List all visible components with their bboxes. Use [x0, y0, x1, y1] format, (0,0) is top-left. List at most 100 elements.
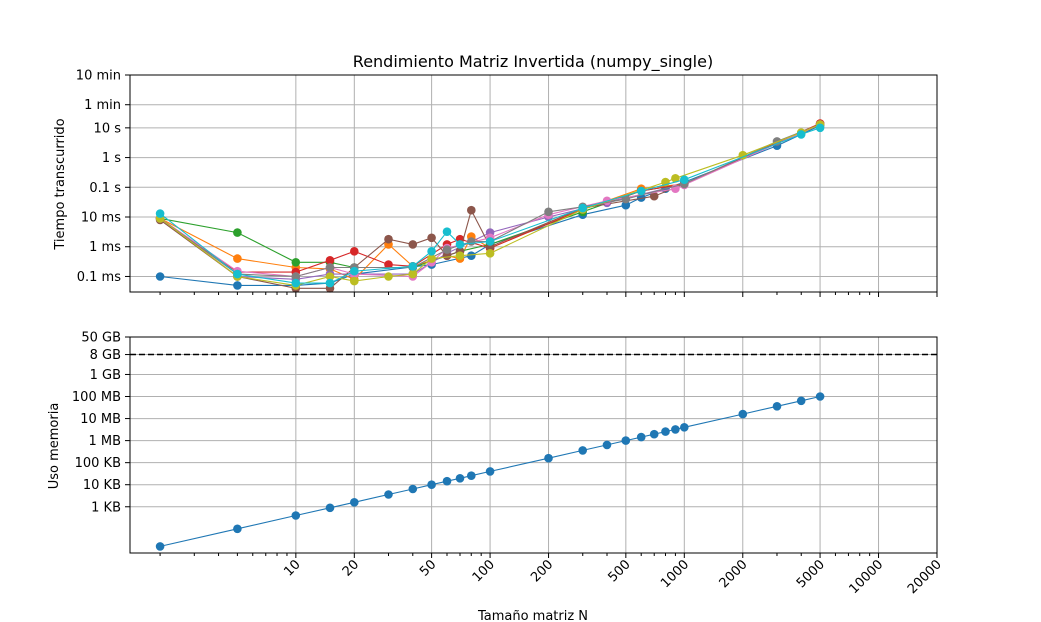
x-tick-label: 500 [606, 557, 634, 585]
y-tick-label: 10 KB [83, 478, 121, 493]
memory-data-point [408, 484, 418, 494]
memory-data-point [621, 436, 631, 445]
x-tick-label: 20000 [905, 557, 945, 597]
memory-data-point [455, 474, 465, 483]
time-data-point [442, 227, 452, 236]
x-tick-label: 100 [470, 557, 498, 585]
time-data-point [350, 276, 359, 286]
y-tick-label: 10 ms [81, 211, 121, 226]
x-tick-label: 20 [340, 557, 362, 579]
time-data-point [455, 240, 465, 249]
time-plot: 0.1 ms 1 ms 10 ms 0.1 s 1 s 10 s 1 min 10 min [76, 69, 938, 297]
time-data-point [325, 278, 335, 288]
time-data-point [291, 258, 301, 267]
y-tick-label: 1 GB [90, 368, 121, 383]
memory-data-point [671, 425, 680, 434]
y-tick-label: 0.1 s [89, 181, 121, 196]
y-axis-label-time: Tiempo transcurrido [53, 118, 68, 250]
time-data-point [408, 240, 418, 249]
time-data-point [233, 281, 242, 290]
memory-data-point [661, 427, 670, 436]
x-tick-label: 1000 [658, 557, 692, 591]
time-data-point [671, 174, 680, 183]
y-tick-label: 10 MB [80, 412, 121, 427]
x-axis-label: Tamaño matriz N [477, 609, 588, 622]
y-tick-label: 1 MB [88, 434, 121, 449]
time-plot-frame [129, 74, 938, 293]
time-data-point [384, 272, 393, 281]
memory-data-point [649, 429, 659, 439]
time-data-point [350, 247, 359, 256]
time-data-point [427, 247, 436, 256]
memory-data-point [578, 446, 587, 455]
memory-data-point [350, 498, 359, 507]
memory-data-point [738, 409, 748, 419]
time-data-point [233, 269, 242, 279]
memory-data-point [467, 471, 476, 481]
time-data-point [291, 272, 301, 281]
memory-data-point [233, 524, 242, 534]
time-data-point [467, 237, 476, 246]
time-data-point [155, 209, 165, 218]
memory-data-point [602, 440, 612, 450]
memory-data-point [815, 392, 825, 401]
time-data-point [680, 175, 689, 184]
y-tick-label: 10 s [94, 121, 122, 136]
time-data-point [427, 254, 436, 263]
memory-data-point [636, 432, 646, 442]
memory-data-point [796, 396, 806, 406]
time-data-point [233, 228, 242, 237]
time-data-point [544, 207, 553, 217]
y-tick-label: 50 GB [81, 331, 121, 346]
memory-data-point [291, 511, 301, 520]
y-tick-label: 10 min [76, 69, 121, 84]
time-data-point [578, 203, 587, 213]
time-data-point [442, 251, 452, 260]
time-data-point [291, 278, 301, 288]
time-data-point [467, 205, 476, 215]
memory-data-point [427, 480, 436, 490]
time-data-point [442, 245, 452, 254]
y-tick-label: 1 s [102, 151, 121, 166]
time-data-point [350, 266, 359, 276]
x-tick-label: 2000 [717, 557, 751, 591]
time-data-point [485, 249, 495, 258]
y-axis-label-memory: Uso memoria [47, 403, 62, 490]
time-data-point [325, 255, 335, 265]
y-tick-label: 1 KB [91, 500, 121, 515]
memory-plot: 10 20 50 100 200 500 1000 2000 5000 10000 20000 1 K… [72, 331, 945, 598]
time-data-point [408, 262, 418, 271]
memory-data-point [485, 467, 495, 476]
x-tick-label: 10000 [847, 557, 887, 597]
memory-data-point [325, 503, 335, 513]
y-tick-label: 1 min [84, 98, 121, 113]
memory-data-point [155, 542, 165, 551]
time-data-point [427, 233, 436, 243]
time-data-point [649, 191, 659, 201]
time-data-point [384, 260, 393, 269]
time-data-point [467, 251, 476, 260]
time-data-point [621, 200, 631, 210]
time-data-point [233, 254, 242, 263]
memory-plot-frame [129, 336, 938, 554]
y-tick-label: 100 KB [75, 456, 121, 471]
x-tick-label: 10 [281, 557, 303, 579]
time-data-point [155, 272, 165, 281]
time-data-point [455, 251, 465, 260]
x-tick-label: 50 [417, 557, 439, 579]
memory-data-point [772, 402, 782, 411]
y-tick-label: 1 ms [89, 240, 121, 255]
time-series-line-8 [159, 123, 821, 286]
memory-data-point [384, 490, 393, 499]
time-data-point [796, 130, 806, 139]
y-tick-label: 100 MB [72, 390, 121, 405]
time-data-point [325, 272, 335, 281]
chart-title: Rendimiento Matriz Invertida (numpy_sing… [353, 52, 713, 72]
time-data-point [815, 123, 825, 133]
time-data-point [325, 263, 335, 272]
memory-data-point [680, 423, 689, 432]
time-data-point [636, 186, 646, 196]
memory-data-point [442, 476, 452, 486]
time-data-point [408, 269, 418, 279]
